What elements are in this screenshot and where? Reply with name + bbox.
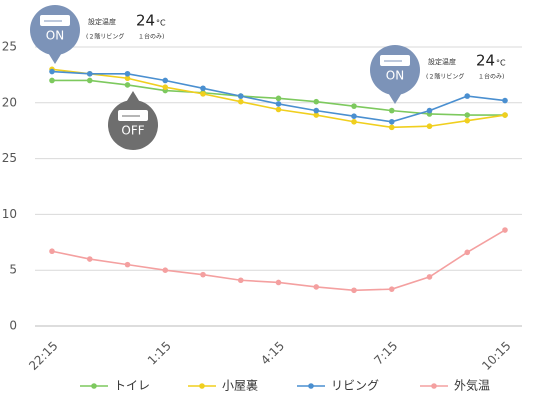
x-tick-label: 10:15 xyxy=(479,339,513,373)
point xyxy=(313,284,320,290)
x-tick-label: 7:15 xyxy=(371,339,400,368)
point xyxy=(502,112,508,118)
point xyxy=(200,85,206,92)
setting-units: １台のみ) xyxy=(138,33,164,41)
point xyxy=(86,256,93,262)
point xyxy=(275,106,282,113)
legend-label: 外気温 xyxy=(454,378,490,393)
setting-label: 設定温度 xyxy=(88,17,116,26)
point xyxy=(124,261,131,268)
y-tick-label: 5 xyxy=(9,263,17,277)
point xyxy=(464,112,471,118)
point xyxy=(49,68,55,75)
point xyxy=(502,97,508,104)
callout-state: OFF xyxy=(121,124,144,138)
y-tick-label: 25 xyxy=(2,40,17,54)
point xyxy=(275,101,282,107)
legend-marker xyxy=(431,383,437,389)
setting-room: (２階リビング xyxy=(86,33,124,41)
y-tick-label: 10 xyxy=(2,207,17,221)
legend-item: 小屋裏 xyxy=(188,378,258,393)
point xyxy=(388,107,395,114)
legend-label: トイレ xyxy=(114,379,150,393)
point xyxy=(237,93,244,99)
point xyxy=(388,286,395,292)
point xyxy=(351,118,357,125)
point xyxy=(124,82,131,88)
legend-item: 外気温 xyxy=(420,378,490,393)
point xyxy=(426,123,433,130)
point xyxy=(237,277,244,284)
point xyxy=(200,271,206,278)
point xyxy=(388,118,395,125)
point xyxy=(275,279,282,286)
legend-marker xyxy=(308,383,314,389)
x-tick-label: 1:15 xyxy=(145,339,174,368)
point xyxy=(313,112,320,118)
point xyxy=(313,98,320,105)
point xyxy=(351,113,357,119)
point xyxy=(351,287,357,294)
point xyxy=(464,249,471,256)
point xyxy=(502,227,508,233)
setting-temp: 24 xyxy=(476,52,495,70)
legend-marker xyxy=(91,383,97,389)
point xyxy=(275,95,282,102)
point xyxy=(237,98,244,105)
x-tick-label: 22:15 xyxy=(26,339,60,373)
callout-state: ON xyxy=(46,29,64,43)
y-tick-label: 25 xyxy=(2,151,17,165)
legend-label: リビング xyxy=(331,379,379,393)
callout: ON 設定温度 24 °C (２階リビング １台のみ) xyxy=(370,45,506,104)
point xyxy=(49,248,55,255)
setting-room: (２階リビング xyxy=(426,73,464,81)
point xyxy=(464,117,471,124)
legend-item: トイレ xyxy=(80,379,150,393)
point xyxy=(162,84,169,90)
legend-label: 小屋裏 xyxy=(222,378,258,393)
point xyxy=(124,70,131,77)
point xyxy=(351,103,357,109)
point xyxy=(49,77,55,84)
y-tick-label: 20 xyxy=(2,95,17,109)
y-tick-label: 0 xyxy=(9,319,17,333)
callout: OFF xyxy=(108,91,158,150)
point xyxy=(313,107,320,114)
point xyxy=(162,77,169,84)
setting-unit: °C xyxy=(156,19,166,28)
point xyxy=(426,107,433,114)
point xyxy=(388,124,395,131)
x-tick-label: 4:15 xyxy=(258,339,287,368)
setting-label: 設定温度 xyxy=(428,57,456,66)
point xyxy=(86,70,93,77)
point xyxy=(124,75,131,82)
legend-item: リビング xyxy=(297,379,379,393)
setting-units: １台のみ) xyxy=(478,73,504,81)
point xyxy=(162,267,169,274)
point xyxy=(200,91,206,97)
setting-unit: °C xyxy=(496,59,506,68)
point xyxy=(426,274,433,280)
legend-marker xyxy=(199,383,205,389)
callout: ON 設定温度 24 °C (２階リビング １台のみ) xyxy=(30,5,166,64)
point xyxy=(464,93,471,99)
point xyxy=(86,77,93,84)
callout-state: ON xyxy=(386,69,404,83)
setting-temp: 24 xyxy=(136,12,155,30)
